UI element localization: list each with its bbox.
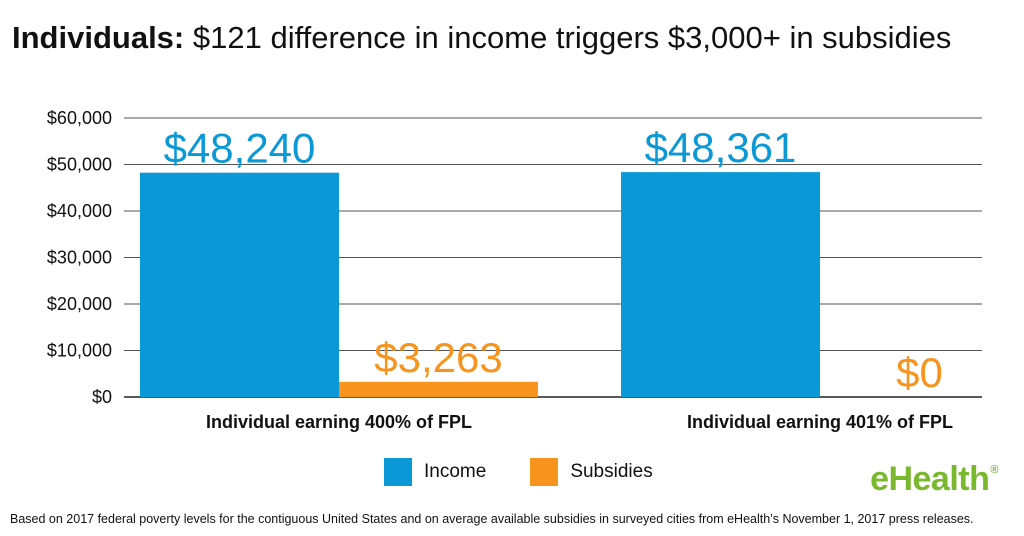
legend-item-income: Income [384, 458, 486, 486]
bars [140, 172, 820, 397]
bar-income [140, 172, 339, 397]
bar-chart: $0 $10,000 $20,000 $30,000 $40,000 $50,000 $60… [47, 108, 982, 432]
category-label: Individual earning 400% of FPL [206, 412, 472, 432]
chart-title-rest: $121 difference in income triggers $3,00… [192, 20, 952, 55]
data-label-subsidies: $3,263 [374, 334, 502, 381]
y-tick-label: $0 [92, 387, 112, 407]
category-label: Individual earning 401% of FPL [687, 412, 953, 432]
bar-subsidies [339, 381, 538, 397]
y-axis-ticks: $0 $10,000 $20,000 $30,000 $40,000 $50,000 $60… [47, 108, 112, 407]
logo-text: eHealth [870, 460, 990, 498]
chart-title: Individuals: $121 difference in income t… [12, 20, 951, 56]
registered-mark: ® [990, 464, 998, 476]
legend-label-income: Income [424, 461, 487, 482]
y-tick-label: $30,000 [47, 248, 112, 268]
y-tick-label: $20,000 [47, 294, 112, 314]
data-label-income: $48,361 [645, 124, 797, 171]
footnote: Based on 2017 federal poverty levels for… [10, 512, 974, 526]
legend-item-subsidies: Subsidies [530, 458, 653, 486]
legend: Income Subsidies [384, 458, 697, 486]
data-labels: $48,240 $3,263 $48,361 $0 [164, 124, 943, 396]
legend-swatch-income [384, 458, 412, 486]
legend-swatch-subsidies [530, 458, 559, 486]
data-label-income: $48,240 [164, 125, 316, 172]
y-tick-label: $10,000 [47, 341, 112, 361]
y-tick-label: $60,000 [47, 108, 112, 128]
legend-label-subsidies: Subsidies [570, 461, 653, 482]
ehealth-logo: eHealth® [870, 460, 998, 499]
y-tick-label: $50,000 [47, 155, 112, 175]
chart-title-bold: Individuals: [12, 20, 185, 55]
data-label-subsidies: $0 [896, 349, 943, 396]
y-tick-label: $40,000 [47, 201, 112, 221]
bar-income [621, 172, 820, 397]
category-labels: Individual earning 400% of FPL Individual… [206, 412, 953, 432]
